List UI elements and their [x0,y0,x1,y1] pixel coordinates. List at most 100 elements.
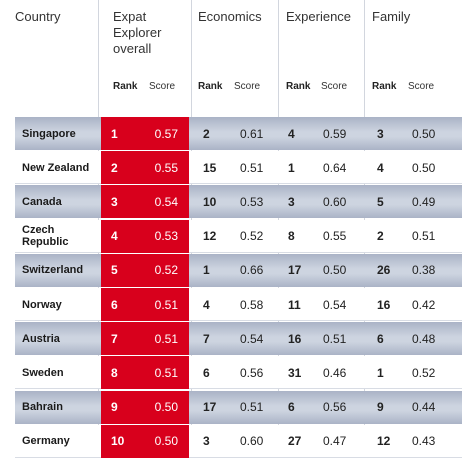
experience-rank: 31 [288,365,302,380]
experience-score: 0.54 [323,297,347,312]
family-score: 0.48 [412,331,436,346]
economics-score: 0.56 [240,365,264,380]
experience-score-label: Score [321,81,348,92]
overall-score: 0.51 [154,331,178,346]
overall-rank: 5 [111,263,118,278]
economics-score: 0.61 [240,126,264,141]
overall-rank-label: Rank [113,81,138,92]
country-name: Bahrain [22,401,63,414]
experience-score: 0.50 [323,263,347,278]
overall-highlight-cell: 1 0.57 [101,117,189,150]
header-overall: Expat Explorer overall [113,9,162,56]
country-name: Canada [22,195,62,208]
family-score: 0.38 [412,263,436,278]
experience-rank: 3 [288,194,295,209]
family-score: 0.42 [412,297,436,312]
overall-score-label: Score [149,81,176,92]
overall-score: 0.51 [154,365,178,380]
country-name: Sweden [22,366,64,379]
economics-rank: 3 [203,434,210,449]
overall-score: 0.57 [154,126,178,141]
overall-score: 0.50 [154,434,178,449]
family-rank-label: Rank [372,81,397,92]
experience-score: 0.59 [323,126,347,141]
economics-rank: 1 [203,263,210,278]
overall-highlight-cell: 7 0.51 [101,322,189,356]
economics-rank: 15 [203,160,217,175]
table-row: Czech Republic 4 0.53 12 0.52 8 0.55 2 0.51 [15,219,462,253]
overall-highlight-cell: 5 0.52 [101,253,189,287]
economics-rank: 7 [203,331,210,346]
economics-score: 0.60 [240,434,264,449]
experience-rank-label: Rank [286,81,311,92]
table-row: Germany 10 0.50 3 0.60 27 0.47 12 0.43 [15,424,462,458]
family-rank: 1 [377,365,384,380]
overall-rank: 6 [111,297,118,312]
experience-score: 0.64 [323,160,347,175]
family-score: 0.50 [412,126,436,141]
economics-rank: 17 [203,400,217,415]
family-score: 0.44 [412,400,436,415]
country-name: Switzerland [22,264,84,277]
overall-highlight-cell: 9 0.50 [101,390,189,424]
experience-rank: 1 [288,160,295,175]
family-rank: 26 [377,263,391,278]
family-rank: 4 [377,160,384,175]
overall-rank: 10 [111,434,125,449]
economics-score: 0.54 [240,331,264,346]
country-name: New Zealand [22,161,90,174]
economics-score: 0.51 [240,160,264,175]
experience-score: 0.56 [323,400,347,415]
experience-score: 0.46 [323,365,347,380]
overall-rank: 7 [111,331,118,346]
overall-score: 0.55 [154,160,178,175]
header-experience: Experience [286,9,352,24]
family-score: 0.52 [412,365,436,380]
country-name: Germany [22,435,70,448]
table-row: Switzerland 5 0.52 1 0.66 17 0.50 26 0.38 [15,253,462,287]
table-row: Austria 7 0.51 7 0.54 16 0.51 6 0.48 [15,322,462,356]
economics-score: 0.66 [240,263,264,278]
family-score: 0.49 [412,194,436,209]
overall-score: 0.52 [154,263,178,278]
overall-highlight-cell: 3 0.54 [101,185,189,219]
economics-score: 0.52 [240,229,264,244]
experience-score: 0.55 [323,229,347,244]
economics-score: 0.58 [240,297,264,312]
header-country: Country [15,9,61,24]
experience-rank: 17 [288,263,302,278]
overall-rank: 8 [111,365,118,380]
economics-score: 0.51 [240,400,264,415]
overall-rank: 2 [111,160,118,175]
family-score: 0.50 [412,160,436,175]
header-family: Family [372,9,411,24]
family-score-label: Score [408,81,435,92]
country-name: Czech Republic [22,224,69,249]
overall-highlight-cell: 10 0.50 [101,424,189,458]
family-rank: 9 [377,400,384,415]
family-score: 0.43 [412,434,436,449]
economics-rank: 2 [203,126,210,141]
overall-rank: 9 [111,400,118,415]
experience-rank: 4 [288,126,295,141]
family-rank: 3 [377,126,384,141]
country-name: Norway [22,298,62,311]
economics-rank-label: Rank [198,81,223,92]
economics-rank: 4 [203,297,210,312]
table-row: Canada 3 0.54 10 0.53 3 0.60 5 0.49 [15,185,462,219]
economics-rank: 12 [203,229,217,244]
overall-score: 0.51 [154,297,178,312]
economics-rank: 10 [203,194,217,209]
table-row: Singapore 1 0.57 2 0.61 4 0.59 3 0.50 [15,117,462,150]
experience-rank: 6 [288,400,295,415]
experience-rank: 11 [288,297,301,312]
family-score: 0.51 [412,229,436,244]
overall-rank: 3 [111,194,118,209]
table-row: New Zealand 2 0.55 15 0.51 1 0.64 4 0.50 [15,151,462,185]
table-row: Norway 6 0.51 4 0.58 11 0.54 16 0.42 [15,288,462,321]
table-row: Bahrain 9 0.50 17 0.51 6 0.56 9 0.44 [15,390,462,424]
overall-rank: 1 [111,126,118,141]
overall-highlight-cell: 6 0.51 [101,288,189,321]
overall-score: 0.54 [154,194,178,209]
header-economics: Economics [198,9,262,24]
